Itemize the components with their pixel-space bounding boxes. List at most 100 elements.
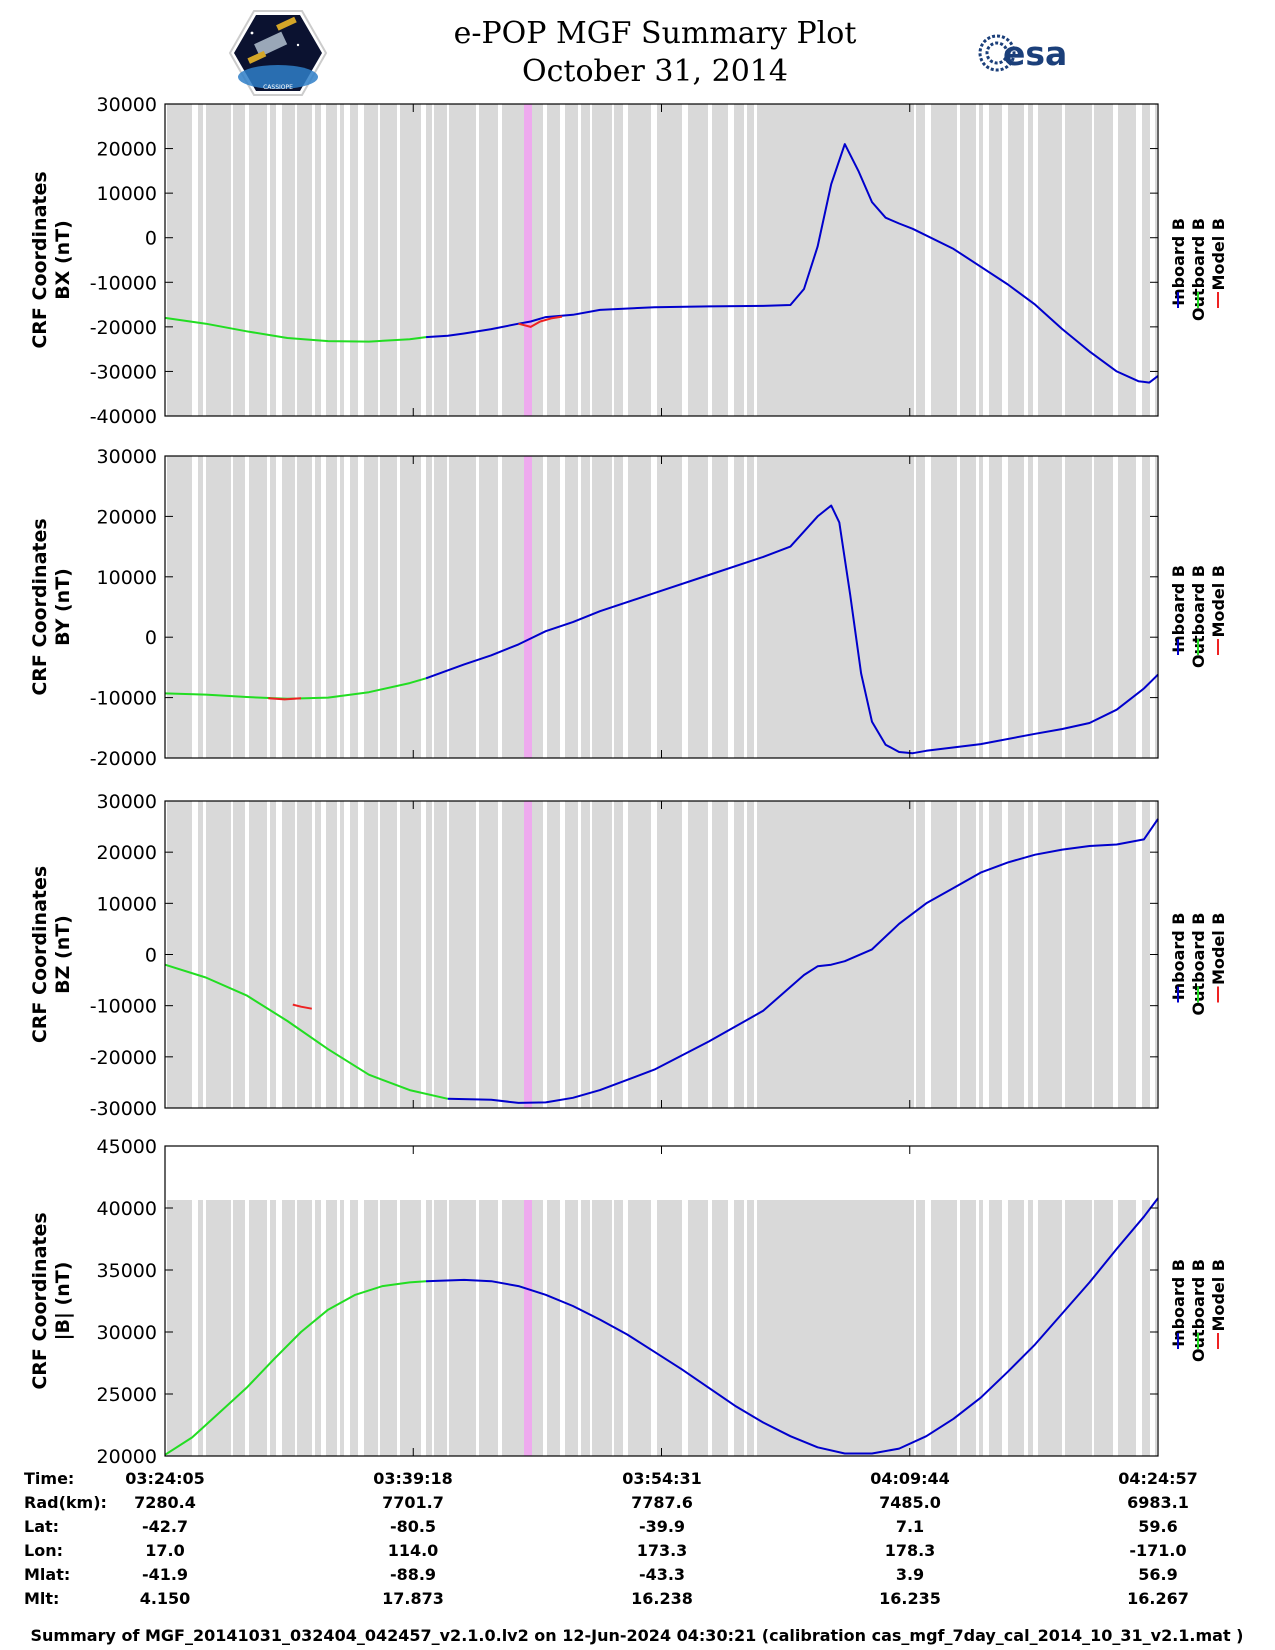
legend-label: Outboard B <box>1189 565 1208 668</box>
gap-band <box>960 456 976 758</box>
table-cell: 16.238 <box>631 1589 693 1608</box>
cassiope-mission-logo: CASSIOPE <box>228 10 328 96</box>
gap-band <box>547 1200 560 1456</box>
header: CASSIOPE e-POP MGF Summary Plot October … <box>228 10 1067 96</box>
gap-band <box>198 801 203 1108</box>
table-column-5: 04:24:57 6983.1 59.6 -171.0 56.9 16.267 <box>1118 1469 1198 1608</box>
y-axis-label: CRF CoordinatesBY (nT) <box>29 518 74 695</box>
esa-logo-text: esa <box>1003 34 1067 73</box>
gap-band <box>1008 1200 1024 1456</box>
data-gap-shading <box>167 801 1157 1108</box>
gap-band <box>628 801 651 1108</box>
gap-band <box>426 104 432 416</box>
gap-band <box>628 1200 651 1456</box>
gap-band <box>502 104 527 416</box>
gap-band <box>979 801 983 1108</box>
gap-band <box>614 1200 623 1456</box>
gap-band <box>1038 456 1062 758</box>
y-tick-label: 30000 <box>97 1322 157 1344</box>
table-cell: 7787.6 <box>631 1493 693 1512</box>
legend: Inboard B Outboard B Model B <box>1169 913 1228 1016</box>
legend-label: Model B <box>1209 913 1228 985</box>
gap-band <box>931 104 957 416</box>
data-gap-shading <box>167 456 1157 758</box>
gap-band <box>931 1200 957 1456</box>
table-column-3: 03:54:31 7787.6 -39.9 173.3 -43.3 16.238 <box>622 1469 702 1608</box>
gap-band <box>776 801 914 1108</box>
gap-band <box>350 1200 358 1456</box>
y-tick-label: 30000 <box>97 446 157 468</box>
legend-label: Outboard B <box>1189 913 1208 1016</box>
gap-band <box>592 104 612 416</box>
gap-band <box>426 1200 432 1456</box>
table-cell: -171.0 <box>1129 1541 1186 1560</box>
y-tick-label: 10000 <box>97 567 157 589</box>
y-tick-label: 40000 <box>97 1198 157 1220</box>
table-cell: 16.267 <box>1127 1589 1189 1608</box>
gap-band <box>565 104 578 416</box>
gap-band <box>1008 801 1024 1108</box>
legend-label: Inboard B <box>1169 1259 1188 1347</box>
gap-band <box>434 1200 447 1456</box>
gap-band <box>776 104 914 416</box>
gap-band <box>350 104 358 416</box>
y-tick-label: -10000 <box>90 272 157 294</box>
gap-band <box>747 1200 754 1456</box>
gap-band <box>434 456 447 758</box>
gap-band <box>712 104 728 416</box>
gap-band <box>340 104 344 416</box>
gap-band <box>380 456 397 758</box>
gap-band <box>315 1200 321 1456</box>
gap-band <box>712 456 728 758</box>
row-label-lon: Lon: <box>24 1541 63 1560</box>
gap-band <box>530 104 543 416</box>
gap-band <box>502 1200 527 1456</box>
table-cell: -41.9 <box>142 1565 188 1584</box>
gap-band <box>340 1200 344 1456</box>
data-gap-shading <box>167 104 1157 416</box>
gap-band <box>1155 1200 1157 1456</box>
row-label-lat: Lat: <box>24 1517 59 1536</box>
highlight-band <box>524 104 532 416</box>
gap-band <box>581 801 590 1108</box>
gap-band <box>1155 104 1157 416</box>
panels: -40000 -30000 -20000 -10000 0 10000 20000 30000… <box>29 94 1228 1468</box>
gap-band <box>426 801 432 1108</box>
gap-band <box>989 1200 1002 1456</box>
table-column-1: 03:24:05 7280.4 -42.7 17.0 -41.9 4.150 <box>125 1469 205 1608</box>
series-line-model-b <box>518 315 563 328</box>
gap-band <box>657 104 682 416</box>
gap-band <box>326 801 337 1108</box>
footer-caption: Summary of MGF_20141031_032404_042457_v2… <box>31 1626 1244 1645</box>
gap-band <box>315 104 321 416</box>
gap-band <box>628 104 651 416</box>
gap-band <box>747 104 754 416</box>
gap-band <box>282 456 295 758</box>
table-cell: -80.5 <box>390 1517 436 1536</box>
table-cell: 56.9 <box>1138 1565 1177 1584</box>
gap-band <box>688 801 708 1108</box>
table-cell: -43.3 <box>639 1565 685 1584</box>
gap-band <box>734 456 744 758</box>
y-tick-label: -20000 <box>90 748 157 770</box>
gap-band <box>1065 456 1092 758</box>
gap-band <box>581 104 590 416</box>
series-line-model-b <box>268 697 302 701</box>
y-tick-label: 20000 <box>97 842 157 864</box>
gap-band <box>206 104 231 416</box>
y-tick-label: 0 <box>145 627 157 649</box>
gap-band <box>916 104 925 416</box>
table-cell: 7280.4 <box>134 1493 196 1512</box>
gap-band <box>1028 1200 1033 1456</box>
gap-band <box>979 1200 983 1456</box>
y-tick-label: 20000 <box>97 139 157 161</box>
gap-band <box>979 456 983 758</box>
gap-band <box>1028 801 1033 1108</box>
gap-band <box>592 1200 612 1456</box>
table-cell: 17.0 <box>145 1541 184 1560</box>
gap-band <box>1118 1200 1136 1456</box>
y-tick-label: -10000 <box>90 688 157 710</box>
legend-label: Outboard B <box>1189 218 1208 321</box>
gap-band <box>757 104 776 416</box>
y-tick-label: 20000 <box>97 506 157 528</box>
